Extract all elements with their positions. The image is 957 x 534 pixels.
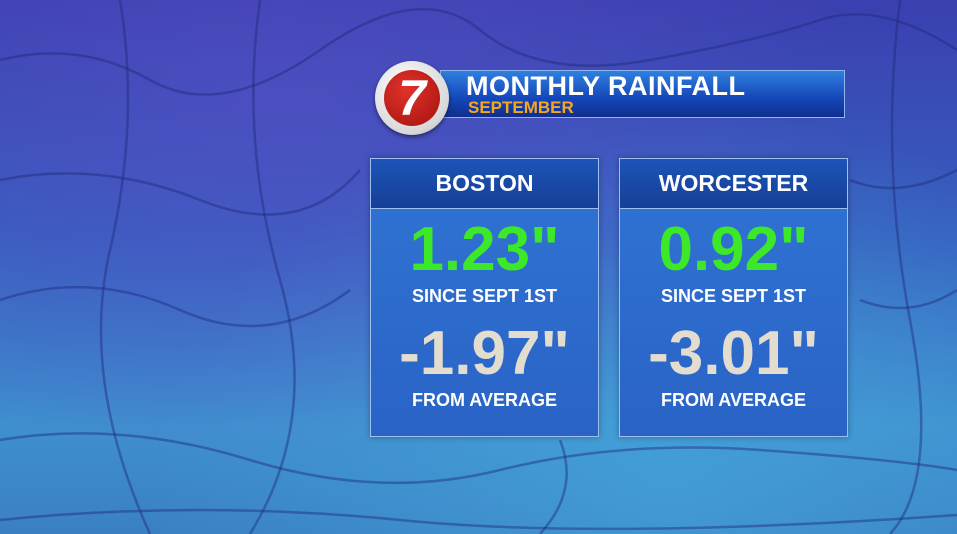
departure-label: FROM AVERAGE — [411, 390, 557, 410]
station-logo: 7 — [375, 61, 449, 135]
city-panel: WORCESTER 0.92" SINCE SEPT 1ST -3.01" FR… — [619, 158, 848, 437]
logo-text: 7 — [384, 70, 440, 126]
rain-total: 1.23" — [409, 215, 560, 284]
city-panel: BOSTON 1.23" SINCE SEPT 1ST -1.97" FROM … — [370, 158, 599, 437]
title: MONTHLY RAINFALL — [466, 71, 746, 101]
title-bar — [440, 70, 845, 118]
city-name: WORCESTER — [620, 159, 847, 209]
rain-departure: -1.97" — [399, 319, 570, 388]
rain-departure: -3.01" — [648, 319, 819, 388]
subtitle: SEPTEMBER — [468, 98, 574, 117]
rain-total: 0.92" — [658, 215, 809, 284]
city-name: BOSTON — [371, 159, 598, 209]
departure-label: FROM AVERAGE — [660, 390, 806, 410]
total-label: SINCE SEPT 1ST — [660, 286, 807, 306]
total-label: SINCE SEPT 1ST — [411, 286, 558, 306]
